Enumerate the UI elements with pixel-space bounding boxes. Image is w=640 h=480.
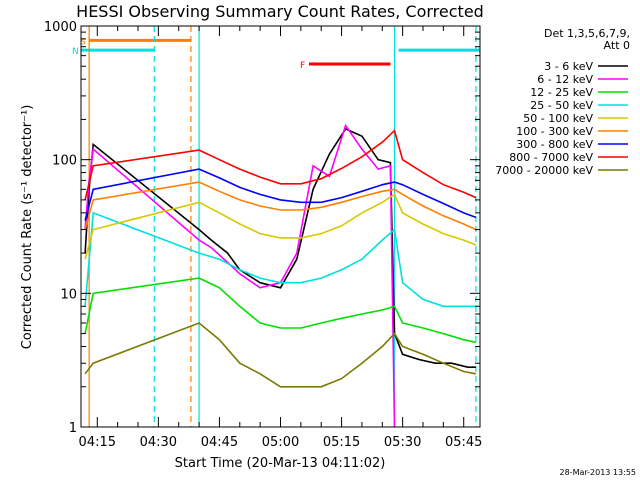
y-axis: 1 10 100 1000	[44, 20, 480, 436]
x-tick-label: 05:45	[445, 435, 482, 450]
y-tick-label: 1000	[44, 20, 77, 35]
series-line	[84, 181, 477, 231]
y-tick-label: 100	[52, 154, 77, 169]
x-tick-label: 05:15	[323, 435, 360, 450]
flag-label: S	[80, 37, 86, 47]
x-tick-label: 05:00	[262, 435, 299, 450]
x-tick-label: 05:30	[384, 435, 421, 450]
x-axis: 04:15 04:30 04:45 05:00 05:15 05:30 05:45	[79, 26, 482, 450]
y-tick-label: 10	[60, 287, 77, 302]
flag-label: N	[72, 47, 79, 57]
x-axis-label: Start Time (20-Mar-13 04:11:02)	[175, 456, 386, 471]
series-line	[84, 168, 477, 221]
legend-label: 100 - 300 keV	[516, 125, 593, 138]
legend-label: 25 - 50 keV	[530, 99, 593, 112]
legend-label: 3 - 6 keV	[544, 60, 593, 73]
flag-label: F	[300, 61, 305, 71]
series-line	[84, 127, 476, 369]
plot-frame	[80, 25, 481, 428]
legend-label: 6 - 12 keV	[537, 73, 593, 86]
legend-label: 300 - 800 keV	[516, 138, 593, 151]
series-line	[84, 322, 477, 388]
series-line	[84, 277, 477, 344]
y-tick-label: 1	[69, 421, 77, 436]
legend-label: 12 - 25 keV	[530, 86, 593, 99]
legend-label: 50 - 100 keV	[523, 112, 593, 125]
series-line	[84, 211, 476, 308]
timestamp: 28-Mar-2013 13:55	[560, 468, 637, 477]
legend-header-1: Det 1,3,5,6,7,9,	[544, 27, 630, 40]
legend-label: 800 - 7000 keV	[509, 151, 593, 164]
flag-bars: SN F	[72, 37, 480, 71]
series-lines	[84, 123, 477, 428]
y-axis-label: Corrected Count Rate (s⁻¹ detector⁻¹)	[20, 105, 35, 350]
series-line	[84, 123, 396, 428]
series-line	[84, 193, 477, 260]
mode-lines	[88, 26, 477, 427]
legend-header-2: Att 0	[604, 39, 630, 52]
x-tick-label: 04:15	[79, 435, 116, 450]
legend-label: 7000 - 20000 keV	[495, 164, 593, 177]
x-tick-label: 04:45	[201, 435, 238, 450]
x-tick-label: 04:30	[140, 435, 177, 450]
chart-title: HESSI Observing Summary Count Rates, Cor…	[76, 2, 484, 21]
series-line	[84, 129, 477, 201]
